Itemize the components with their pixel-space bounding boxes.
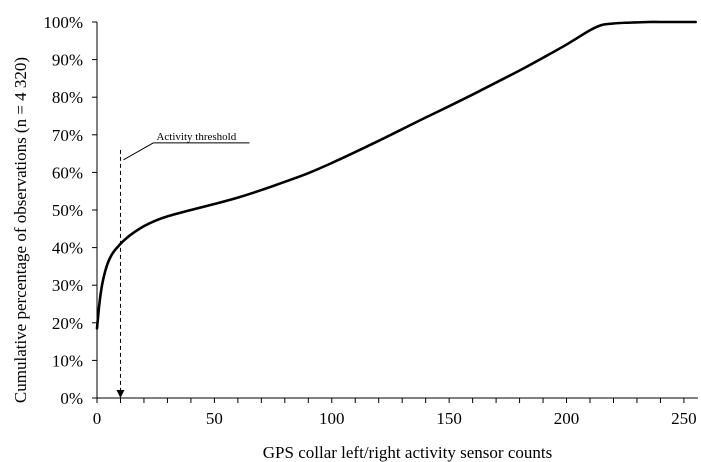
y-tick-label: 0% xyxy=(60,389,83,408)
y-tick-label: 10% xyxy=(52,351,83,370)
x-axis-ticks: 0 50 100 150 200 250 xyxy=(93,398,697,428)
y-tick-label: 30% xyxy=(52,276,83,295)
y-tick-label: 70% xyxy=(52,126,83,145)
x-axis-title: GPS collar left/right activity sensor co… xyxy=(263,443,552,462)
y-axis-title: Cumulative percentage of observations (n… xyxy=(11,57,30,403)
y-tick-label: 80% xyxy=(52,88,83,107)
y-tick-label: 60% xyxy=(52,163,83,182)
threshold-label: Activity threshold xyxy=(156,131,236,143)
y-tick-label: 90% xyxy=(52,51,83,70)
cumulative-line xyxy=(95,20,697,330)
y-tick-label: 20% xyxy=(52,314,83,333)
threshold-arrow-head xyxy=(116,390,125,398)
x-tick-label: 0 xyxy=(93,409,102,428)
x-tick-label: 250 xyxy=(671,409,697,428)
x-tick-label: 150 xyxy=(436,409,462,428)
threshold-leader-line xyxy=(123,142,154,161)
x-tick-label: 200 xyxy=(554,409,580,428)
x-tick-label: 50 xyxy=(206,409,223,428)
y-axis-ticks: 0% 10% 20% 30% 40% 50% 60% 70% 80% 90% 100% xyxy=(43,13,97,408)
y-tick-label: 100% xyxy=(43,13,83,32)
y-tick-label: 50% xyxy=(52,201,83,220)
annotation-group: Activity threshold xyxy=(116,131,250,398)
y-tick-label: 40% xyxy=(52,239,83,258)
x-tick-label: 100 xyxy=(319,409,345,428)
series-group xyxy=(95,20,697,330)
